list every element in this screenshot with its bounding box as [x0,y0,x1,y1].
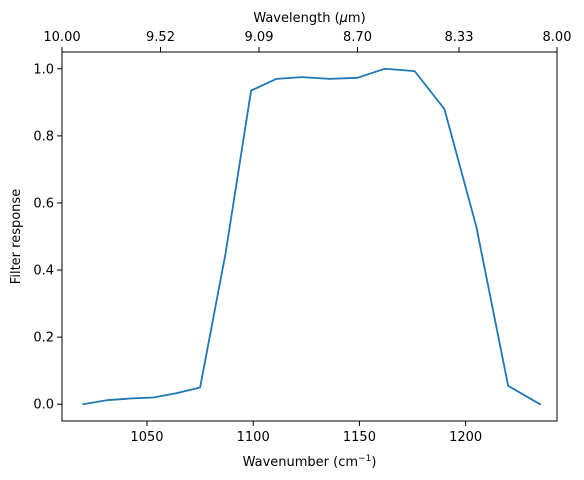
y-tick-label: 0.6 [33,196,54,211]
y-tick-label: 0.8 [33,129,54,144]
y-tick-label: 1.0 [33,62,54,77]
plot-frame [61,51,558,422]
chart-marks: 1050 1100 1150 1200 0.0 0.2 0.4 0.6 0.8 1.0 10.00 9… [33,30,571,445]
x-tick-label: 1150 [343,430,376,445]
x-tick-label: 1200 [449,430,482,445]
y-tick-label: 0.2 [33,331,54,346]
top-tick-label: 9.09 [245,30,274,45]
x-tick-label: 1050 [130,430,163,445]
y-axis-label: Filter response [9,189,24,284]
top-tick-label: 10.00 [43,30,80,45]
x-axis-label: Wavenumber (cm−1) [243,454,377,470]
x-tick-label: 1100 [237,430,270,445]
top-tick-label: 9.52 [146,30,175,45]
top-axis-label: Wavelength (μm) [253,11,365,26]
y-tick-label: 0.4 [33,264,54,279]
plot-area [62,52,557,421]
y-tick-label: 0.0 [33,398,54,413]
top-tick-label: 8.00 [543,30,572,45]
top-tick-label: 8.33 [445,30,474,45]
top-tick-label: 8.70 [343,30,372,45]
series-line [82,67,542,406]
